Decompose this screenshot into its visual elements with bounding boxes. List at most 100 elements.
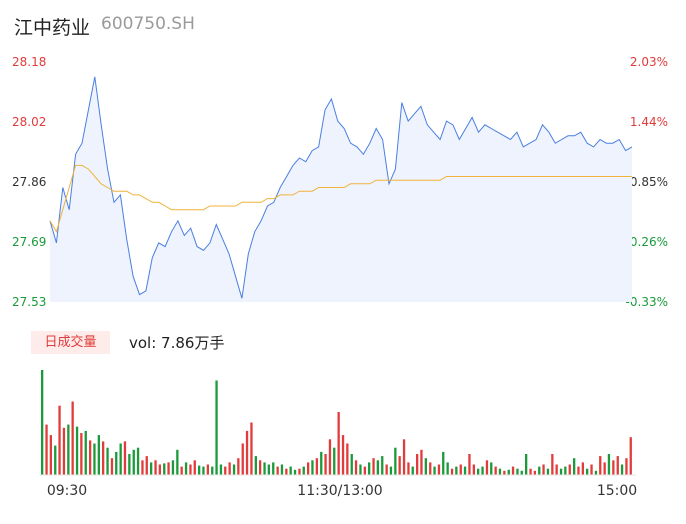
volume-bar (171, 460, 175, 475)
volume-bar (89, 440, 92, 475)
volume-bar (503, 470, 506, 475)
volume-bar (424, 458, 427, 475)
volume-bar (376, 460, 379, 475)
volume-bar (128, 454, 131, 475)
y-left-tick-label: 28.18 (12, 55, 46, 69)
volume-bar (594, 470, 598, 475)
volume-bar (402, 439, 406, 475)
volume-bar (577, 466, 580, 475)
volume-bar (354, 460, 358, 475)
volume-bar (75, 426, 79, 475)
volume-bar (302, 466, 305, 475)
volume-bar (385, 464, 388, 475)
volume-bar (241, 443, 244, 475)
x-tick-label: 11:30/13:00 (297, 483, 382, 499)
volume-bar (564, 466, 567, 475)
x-tick-label: 15:00 (597, 483, 637, 499)
y-right-tick-label: 1.44% (630, 115, 668, 129)
volume-bar (193, 460, 196, 475)
volume-bar (581, 462, 584, 475)
volume-bar (398, 456, 401, 475)
volume-bar (184, 462, 188, 475)
y-right-tick-label: 0.85% (630, 175, 668, 189)
volume-bar (141, 460, 144, 475)
volume-bar (599, 456, 602, 475)
volume-bar (525, 454, 528, 475)
x-tick-label: 09:30 (47, 483, 87, 499)
volume-bar (372, 458, 375, 475)
volume-bar (115, 451, 118, 475)
y-right-tick-label: -0.33% (626, 295, 668, 309)
y-right-tick-label: 2.03% (630, 55, 668, 69)
volume-bar (459, 464, 462, 475)
volume-bar (263, 462, 266, 475)
volume-bar (607, 454, 611, 475)
volume-bar (237, 458, 240, 475)
volume-bar (132, 449, 135, 475)
volume-bar (276, 466, 279, 475)
y-right-tick-label: 0.26% (630, 235, 668, 249)
volume-bar (289, 466, 292, 475)
volume-bar (106, 447, 109, 475)
volume-bar (612, 460, 615, 475)
volume-bar (254, 456, 257, 475)
volume-bar (189, 464, 192, 475)
volume-bar (285, 468, 288, 475)
volume-bar (485, 460, 489, 475)
avg-price-line (49, 164, 632, 234)
volume-bar (590, 464, 593, 475)
volume-bar (442, 451, 445, 475)
volume-bar (202, 466, 205, 475)
stock-name: 江中药业 (14, 17, 91, 39)
volume-bar (71, 401, 74, 475)
volume-bar (433, 466, 436, 475)
volume-bar (446, 462, 449, 475)
volume-bar (215, 380, 218, 475)
volume-bar (555, 464, 558, 475)
volume-bar (546, 468, 550, 475)
volume-bar (616, 456, 619, 475)
volume-bar (102, 441, 105, 475)
volume-bar (97, 435, 100, 475)
volume-bar (293, 469, 297, 476)
volume-bar (211, 466, 214, 475)
volume-bar (450, 468, 454, 475)
volume-bar (368, 462, 371, 475)
volume-bar (511, 466, 515, 475)
volume-bar (455, 466, 458, 475)
volume-bar (411, 466, 414, 475)
volume-bar (346, 443, 349, 475)
volume-bar (219, 464, 223, 475)
volume-bar (154, 460, 157, 475)
volume-bar (228, 462, 231, 475)
volume-bar (359, 464, 362, 475)
volume-badge[interactable]: 日成交量 (31, 331, 110, 354)
volume-bar (568, 464, 571, 475)
volume-bar (84, 430, 87, 475)
volume-bar (250, 422, 253, 475)
volume-bar (320, 451, 323, 475)
volume-bar (315, 458, 318, 475)
volume-bar (625, 458, 628, 475)
volume-bar (586, 468, 589, 475)
volume-bar (463, 466, 467, 475)
volume-bar (49, 435, 52, 475)
volume-bar (516, 468, 519, 475)
volume-bar (136, 447, 140, 475)
volume-bar (337, 412, 340, 475)
volume-bar (180, 466, 183, 475)
volume-bar (477, 468, 480, 475)
volume-bar (629, 437, 632, 475)
volume-bar (198, 465, 201, 475)
volume-bar (67, 424, 70, 475)
price-line (49, 76, 633, 299)
volume-bar (267, 464, 270, 475)
stock-code: 600750.SH (101, 14, 195, 34)
volume-bar (350, 454, 353, 475)
volume-bar (520, 470, 523, 475)
price-area (50, 76, 632, 302)
volume-bar (58, 405, 61, 475)
volume-bar (298, 468, 301, 475)
volume-bar (45, 424, 48, 475)
